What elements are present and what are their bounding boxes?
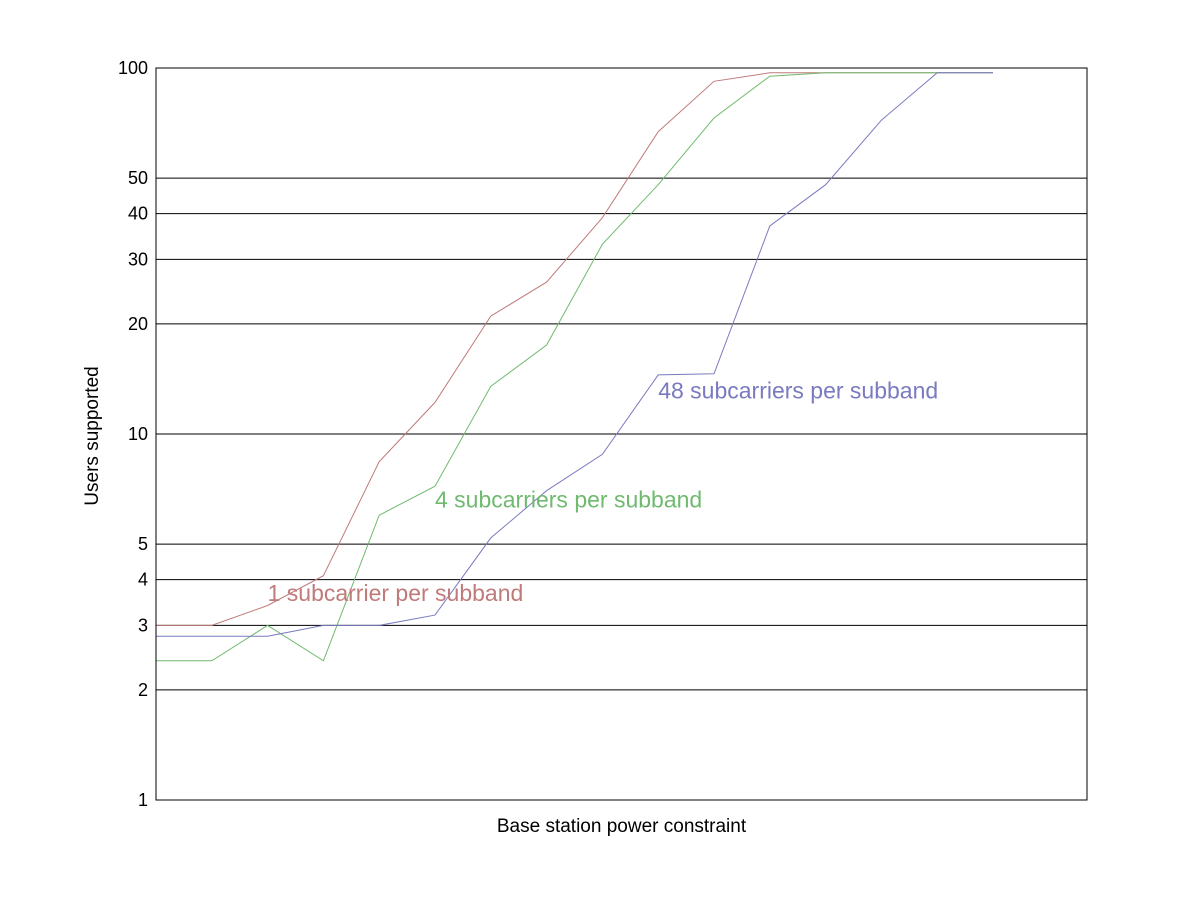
y-tick-label-5: 5 [138, 534, 148, 554]
y-tick-label-30: 30 [128, 249, 148, 269]
y-tick-label-1: 1 [138, 790, 148, 810]
x-axis-label: Base station power constraint [497, 816, 747, 837]
y-tick-label-40: 40 [128, 204, 148, 224]
y-tick-label-3: 3 [138, 615, 148, 635]
series-label-3: 48 subcarriers per subband [658, 378, 938, 404]
y-tick-label-2: 2 [138, 680, 148, 700]
y-tick-labels: 1 2 3 4 5 10 20 30 40 50 100 [118, 58, 148, 810]
y-axis-label: Users supported [82, 366, 103, 505]
series-labels: 1 subcarrier per subband 4 subcarriers pe… [268, 378, 939, 606]
series-lines [156, 72, 993, 662]
y-tick-label-4: 4 [138, 570, 148, 590]
y-tick-label-100: 100 [118, 58, 148, 78]
plot-area-frame [155, 67, 1088, 801]
series-line-1 [156, 72, 993, 626]
series-line-3 [156, 72, 993, 637]
series-label-2: 4 subcarriers per subband [435, 486, 702, 512]
y-tick-label-20: 20 [128, 314, 148, 334]
gridlines [156, 177, 1087, 691]
y-tick-label-10: 10 [128, 424, 148, 444]
series-line-2 [156, 72, 993, 662]
series-label-1: 1 subcarrier per subband [268, 580, 524, 606]
y-tick-label-50: 50 [128, 168, 148, 188]
